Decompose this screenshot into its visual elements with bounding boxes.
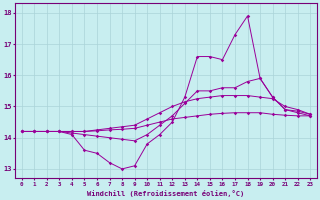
X-axis label: Windchill (Refroidissement éolien,°C): Windchill (Refroidissement éolien,°C) [87,190,244,197]
